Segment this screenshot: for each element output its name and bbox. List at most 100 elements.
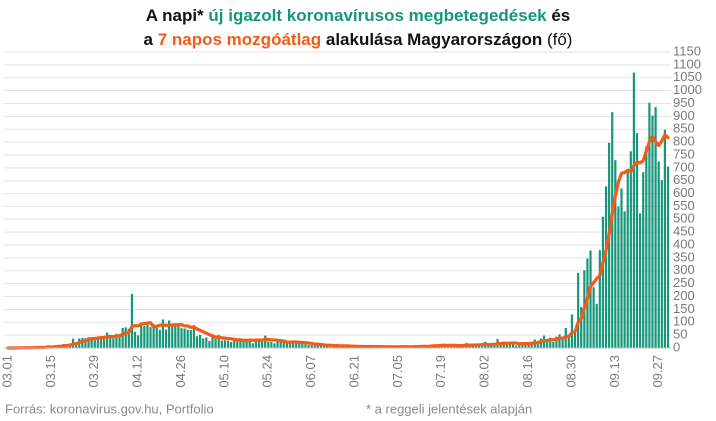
bar — [155, 325, 158, 348]
bar — [158, 329, 161, 348]
y-tick-label: 1000 — [673, 82, 702, 97]
bar — [620, 188, 623, 348]
bar — [322, 346, 326, 348]
bar — [118, 335, 121, 348]
bar — [546, 341, 549, 348]
bar — [508, 343, 512, 348]
bar — [319, 345, 323, 348]
x-tick-label: 03.29 — [86, 355, 101, 388]
bar — [611, 112, 614, 348]
bar — [260, 338, 264, 348]
bar — [555, 336, 558, 348]
bar — [288, 341, 292, 348]
bar — [459, 346, 462, 348]
bar — [171, 326, 174, 348]
title-part: és — [547, 6, 571, 25]
y-tick-label: 700 — [673, 159, 695, 174]
y-tick-label: 350 — [673, 249, 695, 264]
bar — [577, 272, 580, 348]
bar — [130, 293, 134, 348]
bar — [313, 344, 316, 348]
bar — [137, 335, 140, 348]
bar — [90, 336, 93, 348]
bar — [552, 341, 555, 348]
y-tick-label: 450 — [673, 224, 695, 239]
bar — [189, 329, 192, 348]
bar — [245, 341, 248, 348]
y-tick-label: 50 — [673, 327, 687, 342]
bar — [332, 346, 335, 348]
bar — [251, 343, 254, 348]
source: Forrás: koronavirus.gov.hu, Portfolio — [5, 401, 214, 416]
bar — [199, 334, 202, 348]
bar — [307, 344, 310, 348]
bar — [304, 343, 307, 348]
bar — [608, 142, 611, 348]
bar — [233, 340, 236, 348]
bar — [143, 325, 146, 348]
title-part: alakulása Magyarországon — [321, 30, 542, 49]
bar — [592, 287, 595, 348]
bar — [298, 342, 301, 348]
bar — [561, 339, 564, 348]
bar — [316, 344, 319, 348]
bar — [140, 322, 143, 348]
y-tick-label: 250 — [673, 275, 695, 290]
bar — [326, 345, 329, 348]
bar — [480, 344, 484, 348]
bar — [589, 250, 592, 348]
bar — [214, 336, 217, 348]
bar — [558, 334, 561, 348]
x-tick-label: 04.26 — [173, 355, 188, 388]
bar — [657, 161, 660, 348]
bar — [192, 325, 196, 348]
title-part: a — [144, 30, 158, 49]
bar — [635, 133, 639, 348]
bar — [446, 346, 450, 348]
bar — [521, 343, 524, 348]
y-tick-label: 950 — [673, 95, 695, 110]
bar — [645, 146, 648, 348]
bar — [295, 343, 298, 348]
x-tick-label: 07.19 — [433, 355, 448, 388]
bar — [301, 343, 304, 348]
bar — [99, 336, 103, 348]
bar — [666, 166, 670, 348]
bar — [161, 319, 165, 348]
x-tick-label: 08.30 — [563, 355, 578, 388]
bar — [102, 336, 106, 348]
bar — [617, 206, 620, 348]
bar — [239, 338, 242, 348]
y-tick-label: 150 — [673, 301, 695, 316]
bar — [146, 322, 149, 348]
bar — [505, 343, 508, 348]
bar — [580, 306, 583, 348]
bar — [536, 343, 539, 348]
x-tick-label: 05.10 — [216, 355, 231, 388]
bar — [291, 341, 295, 348]
bar — [285, 343, 288, 348]
bar — [604, 186, 608, 348]
bar — [264, 335, 267, 348]
bar — [106, 332, 109, 348]
bar — [186, 329, 189, 348]
bar — [518, 345, 521, 348]
bar — [573, 332, 577, 348]
bar — [174, 323, 177, 348]
x-tick-label: 08.02 — [477, 355, 492, 388]
bar — [549, 337, 552, 348]
bar — [93, 338, 96, 348]
x-tick-label: 04.12 — [130, 355, 145, 388]
bar — [112, 338, 115, 348]
bar — [124, 327, 127, 348]
y-tick-label: 100 — [673, 314, 695, 329]
x-tick-label: 09.13 — [607, 355, 622, 388]
bar — [115, 333, 118, 348]
moving-average-line — [6, 133, 670, 350]
bar — [211, 336, 214, 348]
bar — [453, 345, 456, 348]
bar — [595, 303, 598, 348]
bar — [121, 327, 124, 348]
bar — [183, 328, 186, 348]
